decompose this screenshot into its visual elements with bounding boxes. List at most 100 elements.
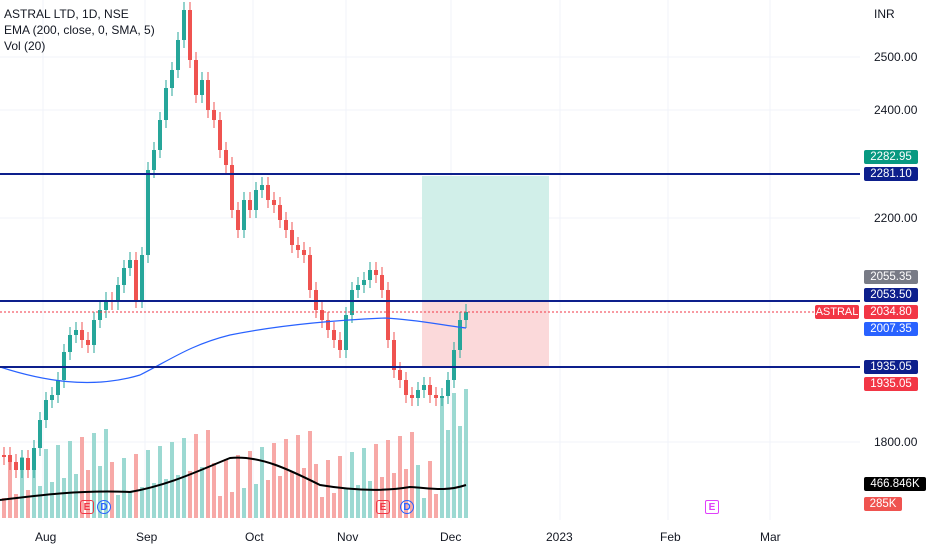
candle[interactable] [422,385,426,390]
candle[interactable] [170,70,174,88]
volume-bar[interactable] [320,497,324,518]
volume-bar[interactable] [254,484,258,518]
volume-bar[interactable] [398,436,402,518]
volume-bar[interactable] [152,483,156,518]
volume-bar[interactable] [272,443,276,518]
candle[interactable] [194,60,198,95]
candle[interactable] [260,185,264,190]
volume-bar[interactable] [344,489,348,518]
volume-bar[interactable] [296,435,300,518]
candle[interactable] [20,458,24,470]
volume-bar[interactable] [2,498,6,518]
candle[interactable] [428,385,432,395]
volume-bar[interactable] [236,455,240,518]
candle[interactable] [434,395,438,398]
candle[interactable] [140,255,144,300]
candle[interactable] [272,200,276,205]
volume-bar[interactable] [176,475,180,518]
candle[interactable] [212,110,216,120]
volume-bar[interactable] [68,441,72,518]
candle[interactable] [302,250,306,255]
volume-bar[interactable] [206,430,210,518]
volume-bar[interactable] [302,468,306,518]
earnings-event-icon[interactable]: E [376,500,390,514]
volume-bar[interactable] [284,439,288,518]
volume-bar[interactable] [464,389,468,518]
candle[interactable] [68,335,72,352]
candle[interactable] [446,380,450,396]
volume-bar[interactable] [452,393,456,518]
candle[interactable] [182,10,186,40]
candle[interactable] [230,165,234,210]
volume-bar[interactable] [164,479,168,518]
volume-bar[interactable] [434,494,438,518]
volume-bar[interactable] [362,448,366,518]
volume-bar[interactable] [146,450,150,518]
volume-bar[interactable] [458,426,462,518]
volume-bar[interactable] [128,491,132,518]
volume-bar[interactable] [44,449,48,518]
candle[interactable] [218,120,222,150]
candle[interactable] [116,285,120,302]
earnings-event-icon[interactable]: E [80,500,94,514]
candle[interactable] [386,290,390,340]
candle[interactable] [224,150,228,165]
dividend-event-icon[interactable]: D [97,500,111,514]
volume-bar[interactable] [314,464,318,518]
volume-bar[interactable] [392,473,396,518]
price-chart[interactable] [0,0,860,520]
volume-bar[interactable] [218,496,222,518]
candle[interactable] [398,370,402,380]
candle[interactable] [254,190,258,210]
candle[interactable] [452,350,456,380]
candle[interactable] [236,210,240,230]
volume-bar[interactable] [182,438,186,518]
volume-bar[interactable] [38,486,42,518]
candle[interactable] [416,390,420,398]
volume-bar[interactable] [212,463,216,518]
volume-bar[interactable] [332,493,336,518]
volume-bar[interactable] [242,488,246,518]
volume-bar[interactable] [140,487,144,518]
dividend-event-icon[interactable]: D [400,500,414,514]
volume-bar[interactable] [290,472,294,518]
volume-bar[interactable] [326,460,330,518]
volume-bar[interactable] [350,452,354,518]
candle[interactable] [344,315,348,350]
volume-bar[interactable] [188,471,192,518]
candle[interactable] [26,458,30,470]
volume-bar[interactable] [200,467,204,518]
candle[interactable] [74,330,78,335]
volume-bar[interactable] [62,478,66,518]
candle[interactable] [2,455,6,457]
volume-bar[interactable] [278,476,282,518]
volume-bar[interactable] [14,494,18,518]
candle[interactable] [290,230,294,245]
candle[interactable] [440,396,444,398]
candle[interactable] [188,10,192,60]
volume-bar[interactable] [74,474,78,518]
symbol-legend[interactable]: ASTRAL LTD, 1D, NSE [4,7,129,21]
candle[interactable] [392,340,396,370]
volume-bar[interactable] [386,440,390,518]
candle[interactable] [80,330,84,340]
candle[interactable] [404,380,408,395]
volume-bar[interactable] [26,490,30,518]
candle[interactable] [14,462,18,470]
candle[interactable] [158,120,162,150]
candle[interactable] [44,400,48,420]
volume-bar[interactable] [92,433,96,518]
candle[interactable] [374,270,378,275]
candle[interactable] [350,290,354,315]
volume-bar[interactable] [410,432,414,518]
volume-bar[interactable] [416,465,420,518]
candle[interactable] [410,395,414,398]
volume-bar[interactable] [116,495,120,518]
volume-bar[interactable] [224,459,228,518]
candle[interactable] [362,280,366,285]
volume-bar[interactable] [248,451,252,518]
chart-pane[interactable]: ASTRAL LTD, 1D, NSE EMA (200, close, 0, … [0,0,860,520]
candle[interactable] [278,205,282,220]
volume-bar[interactable] [440,397,444,518]
volume-bar[interactable] [422,498,426,518]
